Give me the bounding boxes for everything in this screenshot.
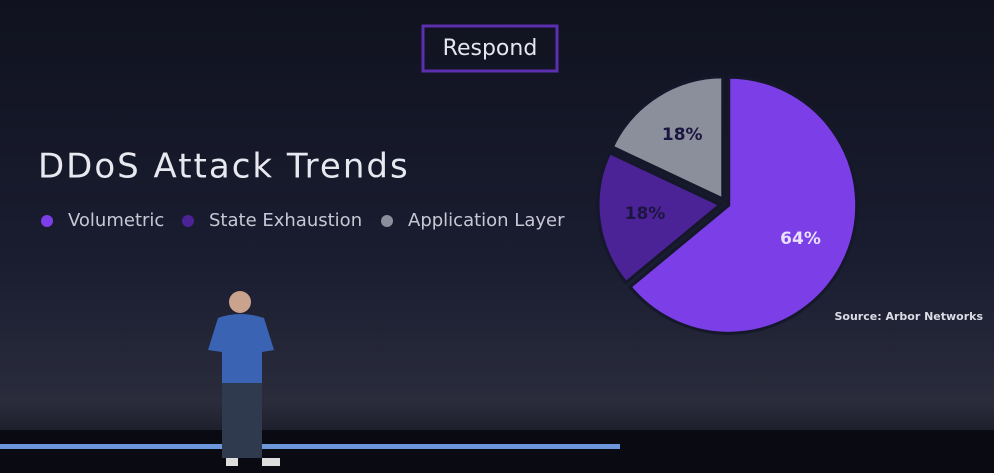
legend-label: Volumetric [68, 210, 164, 231]
chart-title: DDoS Attack Trends [38, 147, 410, 187]
header: Respond [443, 36, 538, 61]
pie: 64% 18% 18% [596, 75, 859, 335]
header-box [421, 24, 559, 73]
pie-slice [627, 75, 859, 335]
stage-floor [0, 430, 994, 473]
legend: Volumetric State Exhaustion Application La… [41, 210, 565, 231]
slice-label: 18% [662, 125, 703, 145]
speaker [208, 291, 280, 466]
legend-marker [41, 215, 53, 227]
slice-label: 18% [625, 204, 666, 224]
stage-light [0, 444, 620, 449]
legend-label: Application Layer [408, 210, 565, 231]
legend-label: State Exhaustion [209, 210, 362, 231]
pie-slice [596, 150, 723, 285]
slice-label: 64% [780, 229, 821, 249]
legend-marker [381, 215, 393, 227]
source: Source: Arbor Networks [835, 310, 984, 323]
pie-slice [610, 75, 725, 202]
legend-marker [182, 215, 194, 227]
